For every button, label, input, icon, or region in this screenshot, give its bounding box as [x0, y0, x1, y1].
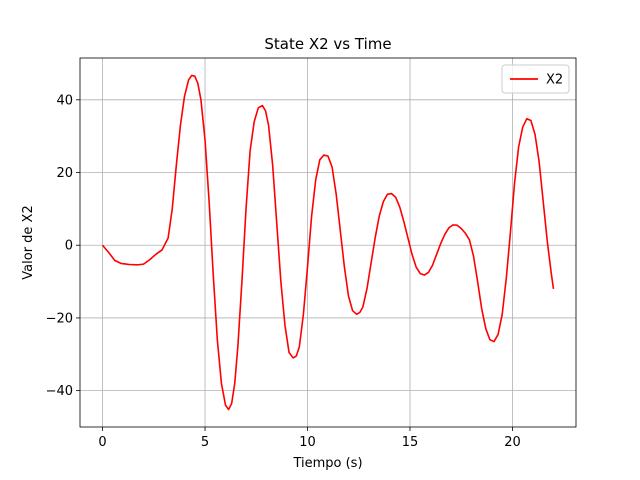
x-tick-label: 15 — [402, 435, 419, 450]
x-tick-label: 5 — [201, 435, 209, 450]
y-tick-label: −20 — [46, 311, 73, 326]
y-axis-label: Valor de X2 — [21, 205, 36, 279]
y-tick-label: 0 — [65, 239, 73, 254]
ticks-layer: 0 5 10 15 20 −40 −20 0 20 40 — [46, 93, 521, 450]
grid-layer — [80, 58, 576, 427]
series-layer — [101, 74, 555, 411]
x-tick-label: 0 — [98, 435, 106, 450]
series-line-x2 — [101, 74, 555, 411]
x-tick-label: 10 — [299, 435, 316, 450]
chart-title: State X2 vs Time — [264, 35, 391, 53]
x-axis-label: Tiempo (s) — [292, 456, 362, 471]
y-tick-label: −40 — [46, 384, 73, 399]
y-tick-label: 40 — [56, 93, 73, 108]
legend-label-x2: X2 — [546, 73, 563, 88]
legend: X2 — [501, 64, 570, 94]
y-tick-label: 20 — [56, 166, 73, 181]
x-tick-label: 20 — [504, 435, 521, 450]
plot-frame — [79, 57, 577, 428]
